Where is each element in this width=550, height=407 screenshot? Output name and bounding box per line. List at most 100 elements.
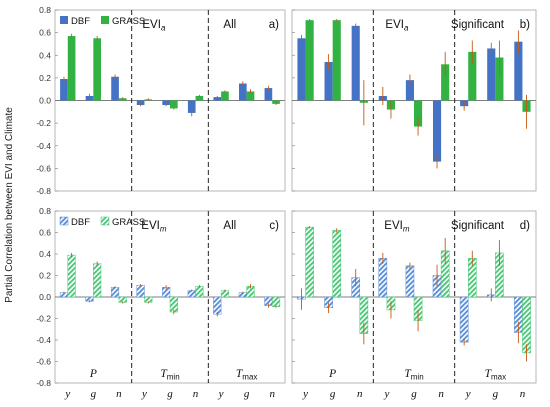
y-tick-label: 0.6 [39, 28, 51, 38]
x-category-label: n [520, 388, 526, 400]
bar-dbf [297, 38, 306, 101]
bar-dbf [213, 296, 222, 315]
panel-title-main: EVI [384, 220, 403, 232]
y-tick-label: -0.8 [36, 186, 51, 196]
x-category-label: n [357, 388, 363, 400]
y-axis-label: Partial Correlation between EVI and Clim… [4, 107, 15, 303]
panel-subset: Significant [451, 19, 505, 31]
group-label-main: T [236, 368, 244, 380]
panel-title: EVIm [384, 220, 410, 234]
x-category-label: y [465, 388, 471, 400]
bar-grass [414, 100, 423, 127]
group-label: Tmax [236, 368, 258, 382]
panel-title: EVIa [142, 19, 166, 33]
y-tick-label: 0.8 [39, 5, 51, 15]
bar-dbf [351, 25, 360, 101]
bar-grass [246, 91, 255, 101]
bar-dbf [162, 100, 170, 106]
x-category-label: y [141, 388, 147, 400]
bar-dbf [111, 76, 119, 101]
panel-title: EVIa [385, 19, 409, 33]
x-category-label: g [167, 388, 173, 400]
bar-grass [169, 296, 178, 313]
y-tick-label: -0.2 [36, 314, 51, 324]
bar-grass [441, 64, 450, 101]
group-label-main: T [404, 368, 412, 380]
y-tick-label: -0.6 [36, 357, 51, 367]
group-label-sub: max [242, 373, 257, 382]
x-category-label: g [91, 388, 97, 400]
group-label-main: P [328, 368, 336, 380]
y-tick-label: 0.8 [39, 206, 51, 216]
y-tick-label: 0.4 [39, 249, 51, 259]
legend-swatch-grass [101, 16, 109, 24]
x-category-label: y [383, 388, 389, 400]
bar-grass [221, 91, 229, 101]
panel-title: EVIm [141, 220, 167, 234]
bar-dbf [239, 83, 247, 101]
x-category-label: y [302, 388, 308, 400]
panel-subset: Significant [451, 220, 505, 232]
group-label-main: T [485, 368, 493, 380]
panel-c: 0.8 0.6 0.4 0.2 0.0 -0.2 -0.4 -0.6 -0.8 EVIm All c)… [36, 206, 286, 400]
bar-grass [305, 20, 314, 101]
bar-dbf [60, 79, 68, 101]
x-category-label: y [64, 388, 70, 400]
y-tick-label: 0.6 [39, 228, 51, 238]
panel-letter: a) [269, 19, 279, 31]
legend-swatch-dbf [60, 16, 68, 24]
x-category-label: y [218, 388, 224, 400]
y-tick-label: 0.0 [39, 292, 51, 302]
legend-label-grass: GRASS [112, 217, 145, 228]
legend-label-dbf: DBF [71, 16, 90, 27]
y-tick-label: 0.4 [39, 50, 51, 60]
panel-letter: b) [520, 19, 530, 31]
bar-grass [495, 57, 504, 101]
bar-grass [93, 38, 101, 101]
bar-dbf [405, 80, 414, 101]
legend-label-dbf: DBF [71, 217, 90, 228]
panel-title-main: EVI [385, 19, 404, 31]
group-label-sub: min [411, 373, 424, 382]
bar-dbf [432, 100, 442, 162]
bar-dbf [136, 284, 145, 298]
group-label-sub: max [491, 373, 506, 382]
x-category-label: g [493, 388, 499, 400]
panel-title-main: EVI [141, 220, 160, 232]
x-category-label: n [269, 388, 275, 400]
y-tick-label: -0.6 [36, 163, 51, 173]
panel-title-sub: m [403, 225, 410, 234]
y-tick-label: -0.8 [36, 378, 51, 388]
bar-dbf [136, 100, 145, 106]
group-label-main: P [89, 368, 97, 380]
y-tick-label: 0.2 [39, 271, 51, 281]
legend-label-grass: GRASS [112, 16, 145, 27]
bar-grass [195, 95, 204, 101]
y-tick-label: -0.2 [36, 118, 51, 128]
bar-dbf [514, 41, 523, 101]
bar-grass [332, 20, 341, 101]
group-label: Tmax [485, 368, 507, 382]
panel-subset: All [223, 19, 236, 31]
x-category-label: g [330, 388, 336, 400]
x-category-label: n [438, 388, 444, 400]
panel-b: EVIa Significant b) [291, 9, 537, 192]
bar-dbf [264, 88, 273, 101]
bar-dbf [324, 62, 333, 101]
bar-grass [272, 100, 280, 104]
bar-grass [332, 230, 342, 298]
bar-dbf [213, 97, 222, 101]
bar-grass [170, 100, 178, 109]
bar-dbf [378, 258, 388, 298]
x-category-label: g [244, 388, 250, 400]
group-label-sub: min [167, 373, 180, 382]
bar-grass [271, 296, 281, 307]
panel-title-main: EVI [142, 19, 161, 31]
bar-dbf [187, 100, 196, 113]
bar-grass [67, 254, 76, 298]
legend-swatch-grass [100, 216, 110, 226]
panel-letter: d) [520, 220, 530, 232]
